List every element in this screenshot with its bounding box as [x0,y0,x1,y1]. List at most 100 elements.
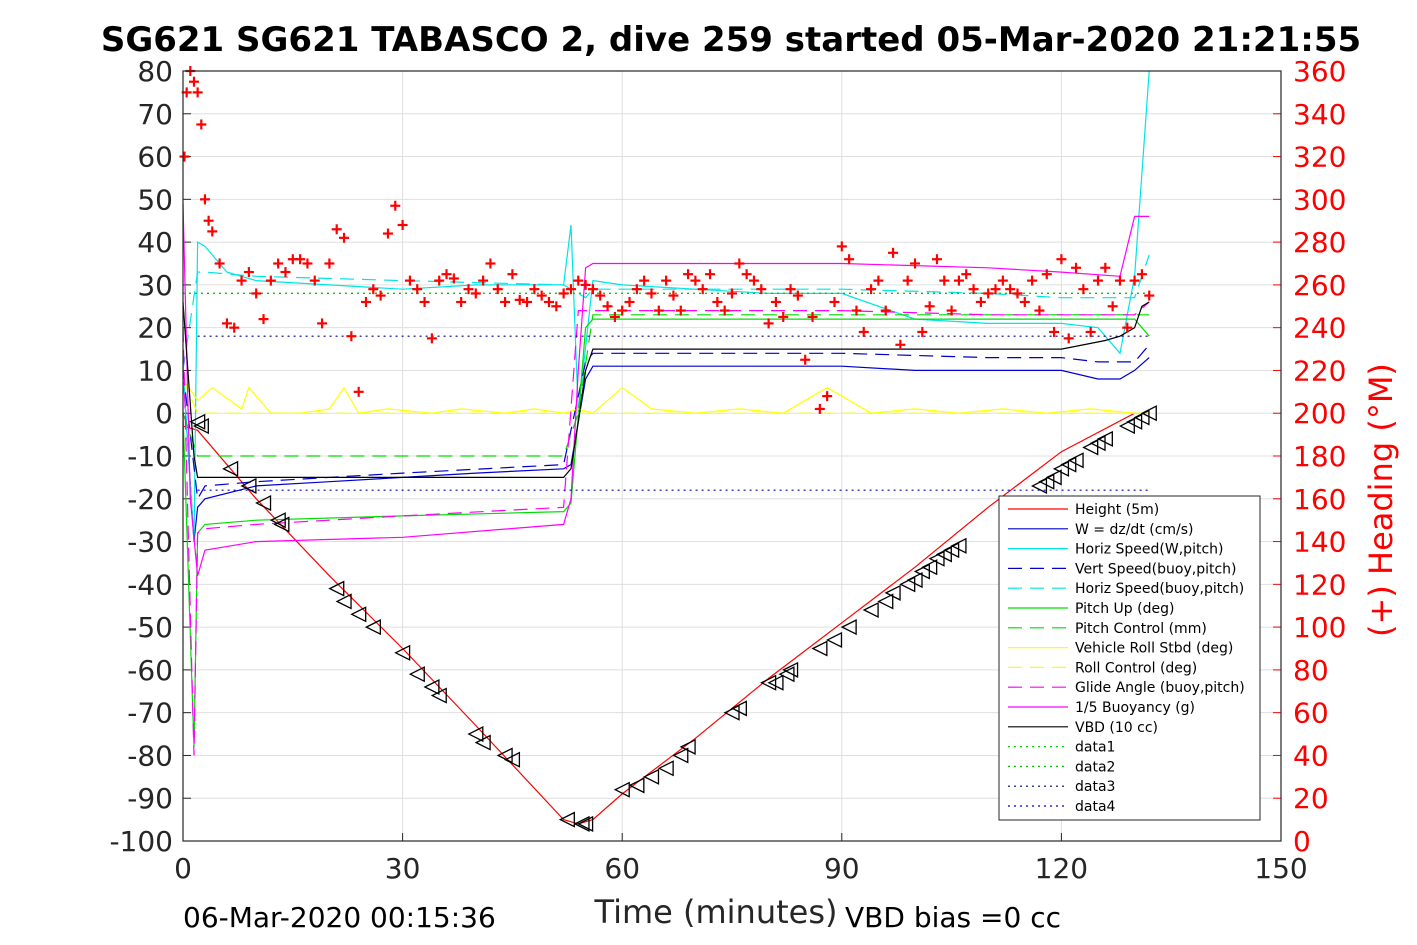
heading-point [558,288,569,299]
depth-marker [899,576,916,593]
depth-marker [558,811,575,828]
heading-point [822,391,833,402]
depth-marker [335,593,352,610]
y-right-tick-label: 320 [1293,141,1346,174]
heading-point [910,258,920,269]
heading-point [361,297,371,307]
y-axis-label-right: (+) Heading (°M) [1362,363,1400,637]
heading-point [902,275,913,286]
heading-point [595,290,606,301]
heading-point [404,275,415,286]
y-tick-label: 10 [137,354,173,387]
legend-label: data3 [1075,779,1115,795]
heading-point [551,301,562,312]
heading-point [756,284,767,295]
heading-point [946,305,957,316]
depth-marker [877,593,894,610]
depth-marker [913,563,930,580]
heading-point [199,194,210,205]
heading-point [712,297,723,307]
heading-point [748,275,759,286]
heading-point [1034,305,1045,316]
y-right-tick-label: 80 [1293,654,1329,687]
depth-marker [782,661,799,678]
heading-point [500,297,511,307]
depth-marker [1118,418,1135,435]
heading-point [895,339,906,350]
heading-point [675,305,686,316]
legend-label: data1 [1075,740,1115,756]
heading-point [412,284,423,295]
heading-point [1107,301,1118,312]
heading-point [770,297,781,307]
x-tick-label: 60 [604,852,640,885]
x-tick-label: 0 [174,852,192,885]
heading-point [1071,262,1082,273]
legend-label: VBD (10 cc) [1075,720,1158,736]
heading-point [953,275,964,286]
heading-point [1100,262,1111,273]
heading-point [565,284,576,295]
footer-timestamp: 06-Mar-2020 00:15:36 [183,901,496,934]
heading-point [1085,326,1096,337]
depth-marker [730,700,747,717]
heading-point [697,284,708,295]
legend-label: Glide Angle (buoy,pitch) [1075,680,1245,696]
heading-point [792,290,803,301]
series-line-5 [182,318,1150,747]
heading-point [331,224,342,235]
depth-marker [1126,413,1143,430]
x-tick-label: 150 [1254,852,1307,885]
depth-marker [350,606,367,623]
depth-marker [328,580,345,597]
plot-frame [182,70,1282,842]
y-right-tick-label: 360 [1293,55,1346,88]
y-tick-label: 80 [137,55,173,88]
heading-point [741,269,752,280]
heading-point [295,254,306,265]
depth-marker [826,631,843,648]
heading-point [624,297,635,307]
heading-point [880,305,891,316]
heading-point [653,305,664,316]
heading-point [931,254,942,265]
heading-point [1114,275,1125,286]
heading-point [990,284,1001,295]
heading-point [727,288,737,299]
heading-point [419,297,430,307]
heading-point [888,247,899,258]
legend-label: data4 [1075,799,1116,815]
y-tick-label: 60 [137,141,173,174]
heading-point [346,331,357,342]
y-tick-label: -20 [127,483,173,516]
depth-marker [394,644,411,661]
heading-point [631,284,642,295]
heading-point [639,275,650,286]
heading-point [280,267,291,278]
legend-label: Height (5m) [1075,502,1159,518]
heading-point [829,297,840,307]
heading-point [1056,254,1067,265]
heading-point [983,288,994,299]
heading-point [207,226,218,237]
y-tick-label: 20 [137,312,173,345]
heading-point [668,290,679,301]
depth-marker [577,815,594,832]
heading-point [690,275,701,286]
depth-marker [672,747,689,764]
y-right-tick-label: 120 [1293,568,1346,601]
heading-point [441,269,452,280]
depth-marker [240,477,257,494]
legend-box [998,495,1261,821]
heading-point [492,284,503,295]
legend-label: W = dz/dt (cm/s) [1075,522,1194,538]
heading-point [661,275,672,286]
y-axis-ticks-left: 80 70 60 50 40 30 20 10 0 -10 -20 -30 -40 -50 -60 -70 -8… [109,55,191,858]
heading-point [1063,333,1074,344]
heading-point [448,273,459,284]
depth-marker [467,726,484,743]
y-right-tick-label: 220 [1293,354,1346,387]
footer-vbd-bias: VBD bias =0 cc [845,901,1061,934]
x-axis-ticks: 0 30 60 90 120 150 [174,833,1308,885]
heading-point [397,220,408,230]
